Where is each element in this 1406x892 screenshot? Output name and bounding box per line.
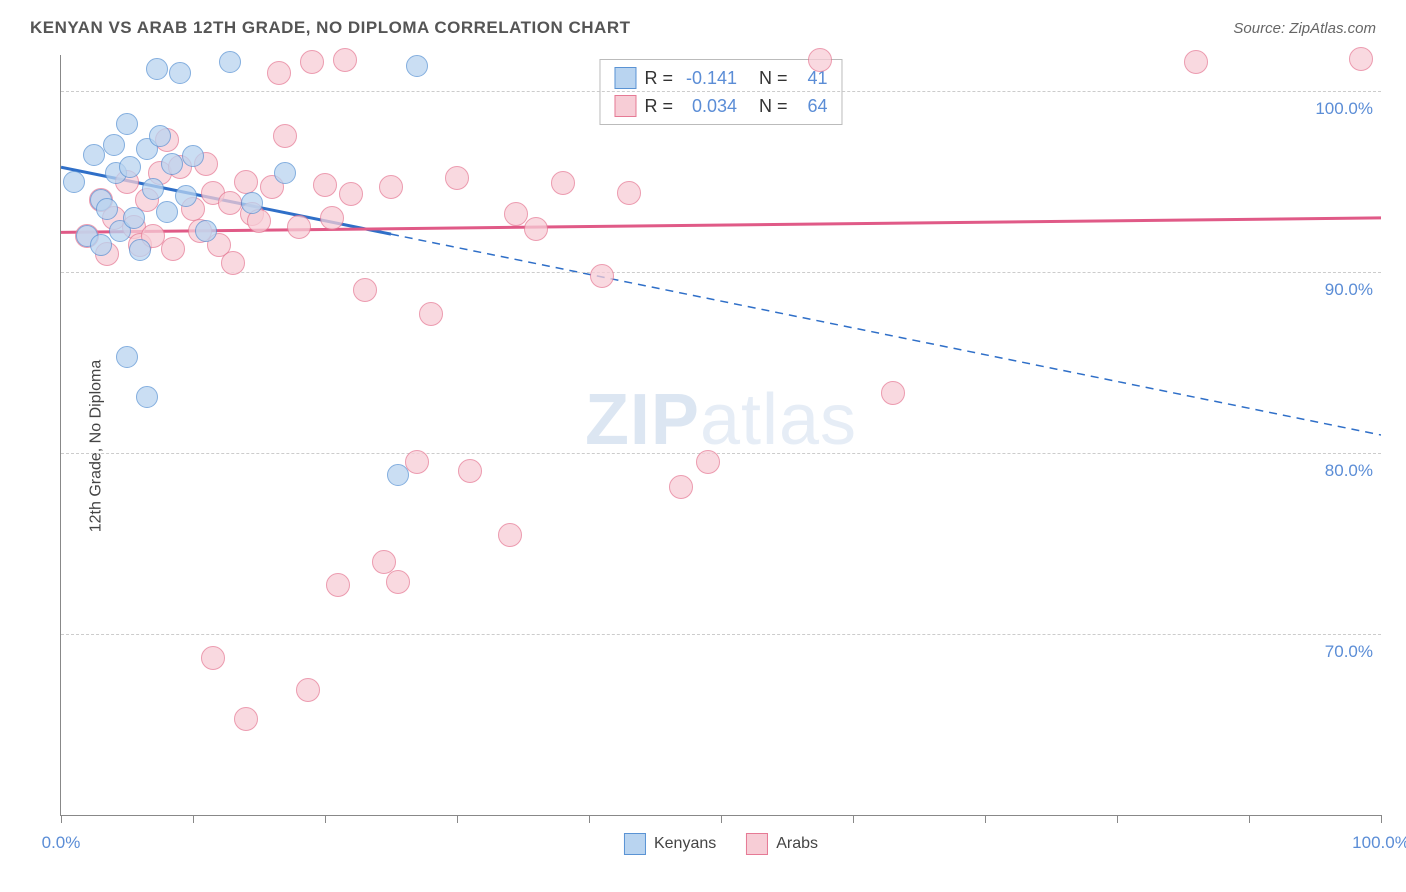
scatter-point <box>274 162 296 184</box>
legend-swatch <box>614 95 636 117</box>
scatter-point <box>524 217 548 241</box>
legend-item: Arabs <box>746 833 818 855</box>
scatter-point <box>142 178 164 200</box>
scatter-point <box>320 206 344 230</box>
scatter-point <box>1184 50 1208 74</box>
scatter-point <box>405 450 429 474</box>
scatter-point <box>387 464 409 486</box>
scatter-point <box>96 198 118 220</box>
gridline <box>61 272 1381 273</box>
x-tick <box>985 815 986 823</box>
x-tick <box>193 815 194 823</box>
scatter-point <box>219 51 241 73</box>
legend-label: Arabs <box>776 835 818 853</box>
scatter-point <box>696 450 720 474</box>
x-tick <box>721 815 722 823</box>
scatter-point <box>808 48 832 72</box>
scatter-point <box>234 707 258 731</box>
scatter-point <box>156 201 178 223</box>
x-tick <box>61 815 62 823</box>
scatter-point <box>379 175 403 199</box>
scatter-point <box>146 58 168 80</box>
scatter-point <box>90 234 112 256</box>
x-tick <box>589 815 590 823</box>
x-tick <box>1117 815 1118 823</box>
gridline <box>61 634 1381 635</box>
scatter-point <box>116 113 138 135</box>
scatter-point <box>161 237 185 261</box>
source-attribution: Source: ZipAtlas.com <box>1233 20 1376 37</box>
watermark-text: ZIPatlas <box>585 379 857 461</box>
y-tick-label: 90.0% <box>1325 280 1373 300</box>
scatter-point <box>1349 47 1373 71</box>
scatter-point <box>83 144 105 166</box>
scatter-point <box>182 145 204 167</box>
x-tick-label: 100.0% <box>1352 833 1406 853</box>
gridline <box>61 91 1381 92</box>
scatter-point <box>218 191 242 215</box>
scatter-point <box>339 182 363 206</box>
scatter-point <box>881 381 905 405</box>
scatter-point <box>161 153 183 175</box>
scatter-point <box>273 124 297 148</box>
scatter-plot: ZIPatlas R = -0.141N = 41R = 0.034N = 64… <box>60 55 1381 816</box>
legend-swatch <box>614 67 636 89</box>
scatter-point <box>551 171 575 195</box>
scatter-point <box>287 215 311 239</box>
scatter-point <box>296 678 320 702</box>
y-tick-label: 70.0% <box>1325 642 1373 662</box>
x-tick <box>325 815 326 823</box>
legend-swatch <box>746 833 768 855</box>
x-tick <box>853 815 854 823</box>
scatter-point <box>617 181 641 205</box>
scatter-point <box>129 239 151 261</box>
scatter-point <box>175 185 197 207</box>
scatter-point <box>169 62 191 84</box>
scatter-point <box>406 55 428 77</box>
scatter-point <box>353 278 377 302</box>
legend-item: Kenyans <box>624 833 716 855</box>
scatter-point <box>149 125 171 147</box>
scatter-point <box>669 475 693 499</box>
x-tick-label: 0.0% <box>42 833 81 853</box>
scatter-point <box>234 170 258 194</box>
legend-swatch <box>624 833 646 855</box>
x-tick <box>1249 815 1250 823</box>
scatter-point <box>590 264 614 288</box>
scatter-point <box>326 573 350 597</box>
scatter-point <box>300 50 324 74</box>
scatter-point <box>103 134 125 156</box>
legend-label: Kenyans <box>654 835 716 853</box>
y-tick-label: 80.0% <box>1325 461 1373 481</box>
scatter-point <box>445 166 469 190</box>
scatter-point <box>419 302 443 326</box>
scatter-point <box>123 207 145 229</box>
scatter-point <box>119 156 141 178</box>
x-tick <box>457 815 458 823</box>
scatter-point <box>201 646 225 670</box>
gridline <box>61 453 1381 454</box>
scatter-point <box>333 48 357 72</box>
stats-row: R = -0.141N = 41 <box>614 64 827 92</box>
scatter-point <box>386 570 410 594</box>
scatter-point <box>241 192 263 214</box>
scatter-point <box>136 386 158 408</box>
stats-row: R = 0.034N = 64 <box>614 92 827 120</box>
scatter-point <box>313 173 337 197</box>
scatter-point <box>63 171 85 193</box>
scatter-point <box>498 523 522 547</box>
scatter-point <box>458 459 482 483</box>
x-tick <box>1381 815 1382 823</box>
scatter-point <box>195 220 217 242</box>
trendlines-layer <box>61 55 1381 815</box>
scatter-point <box>116 346 138 368</box>
chart-title: KENYAN VS ARAB 12TH GRADE, NO DIPLOMA CO… <box>30 18 631 38</box>
series-legend: Kenyans Arabs <box>624 833 818 855</box>
scatter-point <box>267 61 291 85</box>
y-tick-label: 100.0% <box>1315 99 1373 119</box>
scatter-point <box>221 251 245 275</box>
